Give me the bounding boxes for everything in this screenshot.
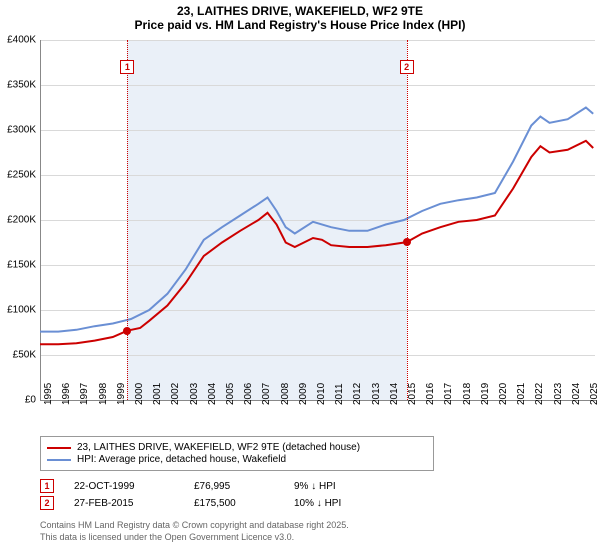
y-tick-label: £250K: [0, 170, 36, 181]
x-tick-label: 2002: [170, 383, 181, 405]
x-tick-label: 2004: [207, 383, 218, 405]
x-tick-label: 2012: [352, 383, 363, 405]
legend: 23, LAITHES DRIVE, WAKEFIELD, WF2 9TE (d…: [40, 436, 434, 471]
trans-price: £175,500: [194, 498, 274, 509]
trans-delta: 9% ↓ HPI: [294, 481, 394, 492]
y-tick-label: £150K: [0, 260, 36, 271]
x-tick-label: 2010: [316, 383, 327, 405]
x-tick-label: 2008: [280, 383, 291, 405]
y-tick-label: £200K: [0, 215, 36, 226]
x-tick-label: 2007: [261, 383, 272, 405]
x-tick-label: 2013: [371, 383, 382, 405]
series-line: [40, 108, 593, 332]
trans-price: £76,995: [194, 481, 274, 492]
x-tick-label: 2005: [225, 383, 236, 405]
y-tick-label: £400K: [0, 35, 36, 46]
trans-delta: 10% ↓ HPI: [294, 498, 394, 509]
x-tick-label: 2015: [407, 383, 418, 405]
legend-swatch: [47, 447, 71, 449]
x-tick-label: 1998: [98, 383, 109, 405]
marker-box-icon: 1: [120, 60, 134, 74]
x-tick-label: 2025: [589, 383, 600, 405]
title-sub: Price paid vs. HM Land Registry's House …: [0, 18, 600, 32]
legend-label: 23, LAITHES DRIVE, WAKEFIELD, WF2 9TE (d…: [77, 442, 360, 453]
x-tick-label: 2024: [571, 383, 582, 405]
x-tick-label: 1999: [116, 383, 127, 405]
trans-date: 27-FEB-2015: [74, 498, 174, 509]
x-tick-label: 2023: [553, 383, 564, 405]
x-tick-label: 1996: [61, 383, 72, 405]
x-tick-label: 2018: [462, 383, 473, 405]
x-tick-label: 2011: [334, 383, 345, 405]
chart-lines: [40, 40, 595, 400]
x-tick-label: 2021: [516, 383, 527, 405]
y-tick-label: £350K: [0, 80, 36, 91]
x-tick-label: 2022: [534, 383, 545, 405]
x-tick-label: 2006: [243, 383, 254, 405]
x-tick-label: 2020: [498, 383, 509, 405]
transaction-row: 2 27-FEB-2015 £175,500 10% ↓ HPI: [40, 496, 394, 510]
transaction-row: 1 22-OCT-1999 £76,995 9% ↓ HPI: [40, 479, 394, 493]
x-tick-label: 2014: [389, 383, 400, 405]
marker-box-icon: 1: [40, 479, 54, 493]
x-tick-label: 2001: [152, 383, 163, 405]
x-tick-label: 1997: [79, 383, 90, 405]
legend-label: HPI: Average price, detached house, Wake…: [77, 454, 286, 465]
footer-line: Contains HM Land Registry data © Crown c…: [40, 520, 349, 532]
marker-box-icon: 2: [400, 60, 414, 74]
y-tick-label: £50K: [0, 350, 36, 361]
y-tick-label: £300K: [0, 125, 36, 136]
x-tick-label: 1995: [43, 383, 54, 405]
x-tick-label: 2019: [480, 383, 491, 405]
chart-area: 12 £0£50K£100K£150K£200K£250K£300K£350K£…: [40, 40, 595, 400]
transaction-table: 1 22-OCT-1999 £76,995 9% ↓ HPI 2 27-FEB-…: [40, 476, 394, 513]
y-tick-label: £0: [0, 395, 36, 406]
trans-date: 22-OCT-1999: [74, 481, 174, 492]
chart-titles: 23, LAITHES DRIVE, WAKEFIELD, WF2 9TE Pr…: [0, 0, 600, 32]
footer-line: This data is licensed under the Open Gov…: [40, 532, 349, 544]
x-tick-label: 2017: [443, 383, 454, 405]
data-point-dot: [123, 327, 131, 335]
x-tick-label: 2000: [134, 383, 145, 405]
data-point-dot: [403, 238, 411, 246]
x-tick-label: 2009: [298, 383, 309, 405]
y-tick-label: £100K: [0, 305, 36, 316]
series-line: [40, 141, 593, 344]
legend-row: HPI: Average price, detached house, Wake…: [47, 454, 427, 465]
marker-box-icon: 2: [40, 496, 54, 510]
x-tick-label: 2003: [189, 383, 200, 405]
legend-row: 23, LAITHES DRIVE, WAKEFIELD, WF2 9TE (d…: [47, 442, 427, 453]
legend-swatch: [47, 459, 71, 461]
footer: Contains HM Land Registry data © Crown c…: [40, 520, 349, 543]
title-main: 23, LAITHES DRIVE, WAKEFIELD, WF2 9TE: [0, 4, 600, 18]
x-tick-label: 2016: [425, 383, 436, 405]
